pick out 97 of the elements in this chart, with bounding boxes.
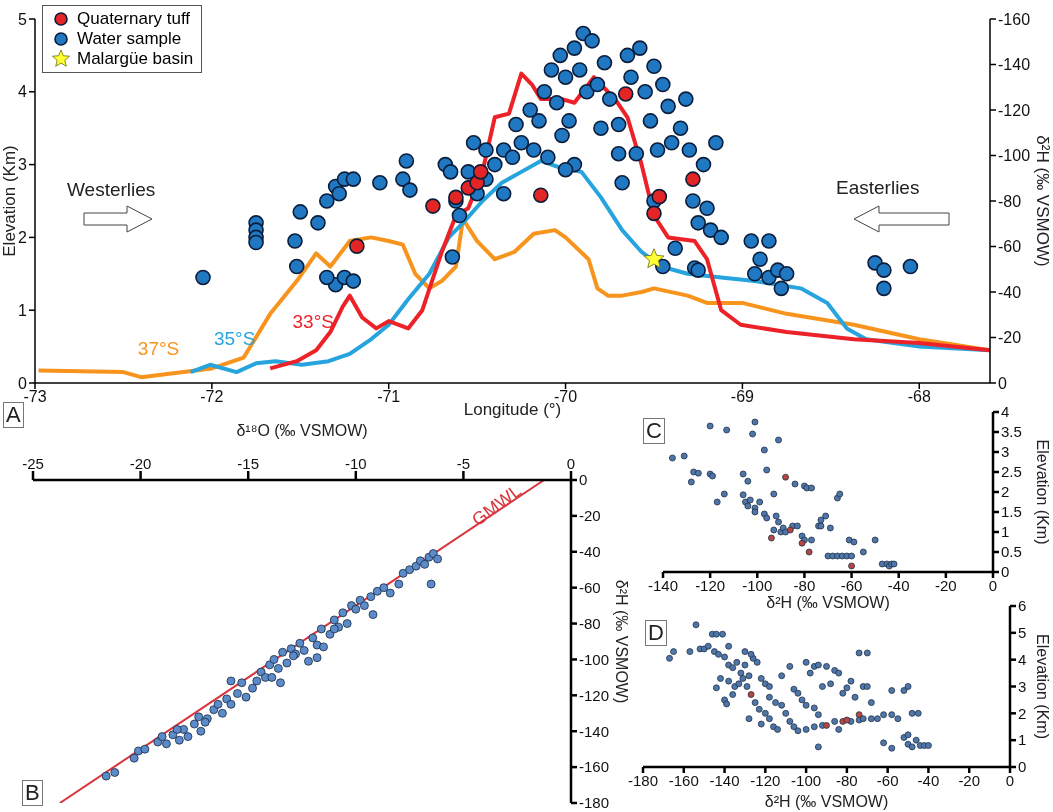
x-tick-label: -140 [647, 576, 679, 594]
y-tick-label: 1 [1018, 731, 1027, 749]
point [349, 238, 365, 254]
point [843, 716, 851, 724]
y-tick-label: 1 [1001, 523, 1010, 541]
y-tick-label: 2 [18, 229, 28, 247]
point [448, 189, 464, 206]
x-tick-label: 0 [988, 576, 998, 594]
x-tick-label: -20 [129, 455, 152, 472]
y-tick-label: -100 [579, 650, 610, 668]
point [768, 534, 775, 542]
x-tick-label: -68 [907, 388, 931, 406]
series-label: 37°S [137, 337, 180, 359]
x-tick-label: -120 [695, 576, 726, 594]
point [646, 205, 662, 222]
y2-axis-title: δ²H (‰ VSMOW) [1032, 135, 1052, 267]
y-tick-label: -40 [579, 543, 601, 561]
legend-label: Water sample [77, 29, 182, 49]
y-tick-label: 3.5 [1001, 423, 1022, 441]
point [786, 526, 794, 534]
text: A [3, 402, 24, 428]
x-tick-label: -40 [887, 576, 910, 594]
y-tick-label: -180 [579, 794, 610, 812]
point [643, 248, 665, 269]
x-tick-label: -80 [793, 576, 816, 594]
point [425, 198, 441, 214]
annotation: D [645, 620, 667, 646]
x-tick-label: -100 [742, 576, 773, 594]
annotation: B [22, 780, 43, 806]
x-axis-title: δ¹⁸O (‰ VSMOW) [236, 422, 368, 439]
point [533, 187, 549, 203]
y-tick-label: 0 [1018, 758, 1027, 776]
y-tick-label: 5 [1018, 624, 1027, 642]
x-tick-label: -120 [750, 771, 781, 789]
point [855, 711, 863, 719]
y-tick-label: -120 [579, 686, 610, 704]
y-axis-title: δ²H (‰ VSMOW) [612, 579, 630, 704]
series-label: 33°S [292, 311, 334, 333]
x-tick-label: -20 [958, 771, 981, 789]
legend-label: Malargüe basin [77, 49, 194, 69]
x-tick-label: -69 [730, 388, 755, 406]
y-tick-label: 0 [1001, 563, 1010, 581]
legend-label: Quaternary tuff [77, 9, 191, 29]
x-tick-label: -40 [917, 771, 940, 789]
x-tick-label: -160 [668, 771, 699, 789]
y-tick-label: 6 [1018, 597, 1027, 615]
y-tick-label: 3 [1018, 677, 1027, 695]
y-tick-label: 1 [18, 301, 28, 319]
x-tick-label: -25 [22, 455, 44, 472]
y-tick-label: -140 [579, 722, 610, 740]
x-tick-label: -5 [456, 455, 471, 472]
y-tick-label: 4 [1001, 403, 1010, 421]
y-axis-title: Elevation (Km) [1033, 439, 1051, 545]
x-tick-label: -80 [836, 771, 858, 789]
point [782, 473, 789, 481]
y-tick-label: -20 [579, 507, 601, 525]
x-tick-label: -72 [200, 388, 224, 406]
point [617, 86, 634, 102]
series-label: 35°S [213, 328, 256, 350]
x-axis-title: δ²H (‰ VSMOW) [764, 793, 889, 810]
y-axis-title: Elevation (Km) [1033, 634, 1051, 739]
y-tick-label: 1.5 [1001, 503, 1022, 521]
x-tick-label: -15 [237, 455, 260, 472]
x-tick-label: -60 [840, 576, 863, 594]
y-tick-label: 2.5 [1001, 463, 1022, 481]
point [805, 548, 813, 556]
x-tick-label: 0 [566, 455, 576, 472]
x-tick-label: -60 [876, 771, 899, 789]
x-tick-label: -20 [935, 576, 957, 594]
y-tick-label: 3 [1001, 443, 1010, 461]
y-tick-label: -160 [579, 758, 610, 776]
y-tick-label: 2 [1001, 483, 1010, 501]
y-tick-label: 4 [1018, 650, 1027, 668]
y-axis-title: Elevation (Km) [0, 145, 19, 257]
y-tick-label: 3 [18, 156, 28, 174]
y-tick-label: 0.5 [1001, 543, 1022, 561]
annotation: Westerlies [67, 179, 156, 200]
y-tick-label: 5 [18, 10, 28, 28]
x-tick-label: -140 [709, 771, 740, 789]
y-tick-label: 2 [1018, 704, 1027, 722]
point [472, 164, 489, 180]
x-tick-label: -180 [627, 771, 659, 789]
annotation: Easterlies [836, 177, 920, 198]
line-series [268, 71, 990, 371]
y-tick-label: 4 [18, 83, 28, 101]
x-tick-label: -71 [377, 388, 401, 406]
y-tick-label: -80 [579, 614, 601, 632]
point [747, 691, 755, 698]
x-tick-label: -10 [344, 455, 367, 472]
point [823, 722, 830, 729]
point [651, 188, 668, 205]
point [685, 171, 701, 187]
x-axis-title: δ²H (‰ VSMOW) [766, 594, 890, 611]
y-tick-label: 0 [579, 471, 588, 489]
text: C [643, 418, 665, 444]
point [848, 562, 855, 570]
x-tick-label: -100 [791, 771, 822, 789]
